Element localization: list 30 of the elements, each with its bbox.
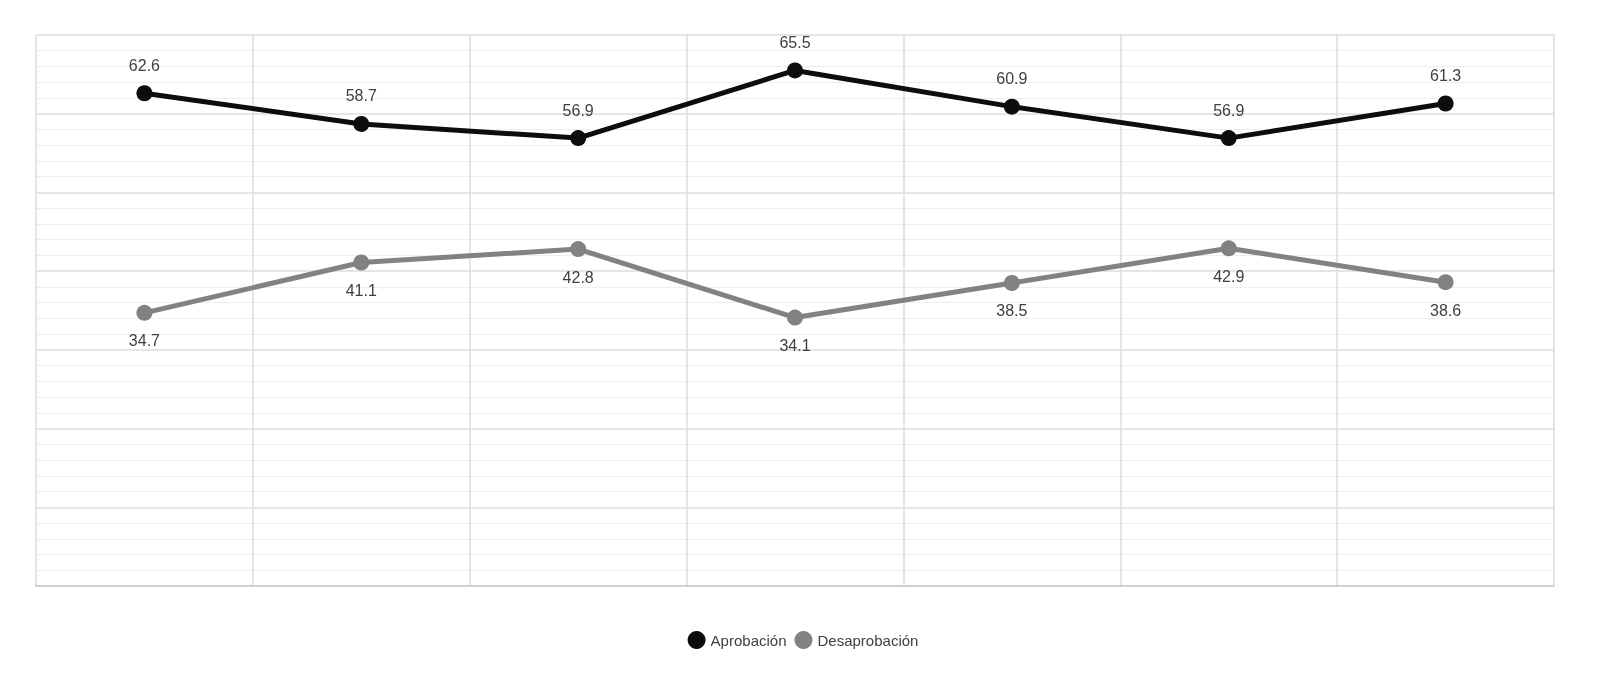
point: [353, 254, 370, 271]
data-label: 42.9: [1213, 267, 1245, 285]
data-label: 38.6: [1430, 301, 1462, 319]
point: [570, 241, 587, 258]
data-label: 42.8: [562, 268, 594, 286]
point: [1220, 240, 1237, 257]
point: [570, 130, 587, 147]
point: [1003, 274, 1020, 291]
point: [136, 304, 153, 321]
point: [1437, 274, 1454, 291]
data-label: 60.9: [996, 70, 1028, 88]
point: [136, 85, 153, 102]
point: [1220, 130, 1237, 147]
point: [787, 309, 803, 326]
data-label: 56.9: [1213, 101, 1245, 119]
data-label: 41.1: [345, 281, 377, 299]
point: [787, 62, 803, 79]
data-label: 62.6: [128, 56, 161, 74]
data-label: 61.3: [1430, 66, 1462, 84]
data-label: 34.1: [779, 337, 811, 355]
data-label: 65.5: [779, 33, 811, 51]
point: [1437, 95, 1454, 112]
data-label: 56.9: [562, 101, 594, 119]
data-label: 58.7: [345, 87, 377, 105]
data-label: 38.5: [996, 302, 1028, 320]
point: [1003, 98, 1020, 115]
legend-label: Aprobación: [710, 631, 787, 649]
legend-label: Desaprobación: [817, 631, 919, 649]
point: [353, 115, 370, 132]
data-label: 34.7: [128, 332, 161, 350]
